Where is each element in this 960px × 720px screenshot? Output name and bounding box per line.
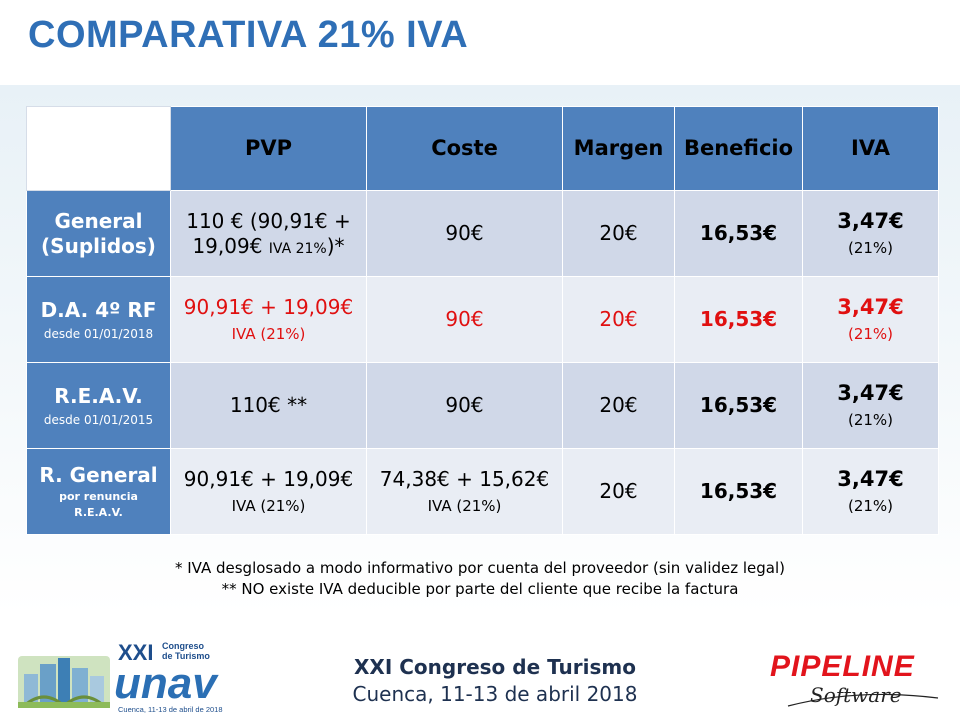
coste-line2: IVA (21%)	[427, 496, 502, 515]
cell-pvp: 110 € (90,91€ + 19,09€ IVA 21%)*	[170, 190, 367, 277]
cell-iva: 3,47€ (21%)	[802, 362, 939, 449]
cell-margen: 20€	[562, 362, 675, 449]
logo-caption: Cuenca, 11-13 de abril de 2018	[118, 705, 223, 714]
logo-pipeline-wordmark: PIPELINE	[770, 650, 915, 683]
row-label-da4rf: D.A. 4º RF desde 01/01/2018	[26, 276, 171, 363]
table-row: General (Suplidos) 110 € (90,91€ + 19,09…	[26, 190, 939, 277]
iva-amount: 3,47€	[837, 208, 904, 233]
coste-line1: 74,38€ + 15,62€	[379, 466, 550, 491]
unav-congress-logo: XXI Congreso de Turismo unav Cuenca, 11-…	[18, 640, 223, 714]
row-label-text: R. General	[39, 463, 158, 488]
pvp-line1: 90,91€ + 19,09€	[183, 294, 354, 319]
page-title: COMPARATIVA 21% IVA	[28, 14, 469, 56]
row-sublabel: desde 01/01/2015	[43, 412, 154, 427]
footnote-1: * IVA desglosado a modo informativo por …	[174, 559, 786, 577]
pvp-line2: IVA (21%)	[231, 324, 306, 343]
comparison-table: PVP Coste Margen Beneficio IVA General (…	[26, 106, 939, 535]
row-label-rgeneral: R. General por renuncia R.E.A.V.	[26, 448, 171, 535]
footer-line1: XXI Congreso de Turismo	[354, 655, 636, 679]
cell-iva: 3,47€ (21%)	[802, 190, 939, 277]
header-corner-cell	[26, 106, 171, 191]
iva-percent: (21%)	[847, 411, 894, 430]
pipeline-software-logo: PIPELINE Software	[770, 650, 939, 707]
table-header-row: PVP Coste Margen Beneficio IVA	[26, 106, 939, 191]
cell-pvp: 110€ **	[170, 362, 367, 449]
iva-percent: (21%)	[847, 239, 894, 258]
cell-coste: 90€	[366, 190, 563, 277]
cell-beneficio: 16,53€	[674, 448, 803, 535]
iva-percent: (21%)	[847, 497, 894, 516]
logo-congreso: Congreso	[162, 641, 205, 651]
cell-beneficio: 16,53€	[674, 276, 803, 363]
cell-margen: 20€	[562, 190, 675, 277]
logo-roman-numeral: XXI	[118, 640, 153, 665]
cell-iva: 3,47€ (21%)	[802, 276, 939, 363]
pvp-amount: 19,09€	[192, 233, 263, 258]
row-sublabel-line2: R.E.A.V.	[74, 506, 123, 519]
cell-margen: 20€	[562, 276, 675, 363]
pvp-line2: IVA (21%)	[231, 496, 306, 515]
pvp-line1: 110 € (90,91€ +	[186, 208, 351, 233]
iva-amount: 3,47€	[837, 294, 904, 319]
footnotes: * IVA desglosado a modo informativo por …	[0, 558, 960, 600]
cell-coste: 90€	[366, 362, 563, 449]
table-row: R. General por renuncia R.E.A.V. 90,91€ …	[26, 448, 939, 535]
cell-beneficio: 16,53€	[674, 362, 803, 449]
pvp-close: )*	[326, 233, 345, 258]
header-beneficio: Beneficio	[674, 106, 803, 191]
iva-percent: (21%)	[847, 325, 894, 344]
table-row: D.A. 4º RF desde 01/01/2018 90,91€ + 19,…	[26, 276, 939, 363]
row-label-line2: (Suplidos)	[41, 233, 156, 258]
cell-iva: 3,47€ (21%)	[802, 448, 939, 535]
cuenca-city-illustration	[18, 656, 110, 709]
header-coste: Coste	[366, 106, 563, 191]
cell-coste: 90€	[366, 276, 563, 363]
iva-amount: 3,47€	[837, 380, 904, 405]
pvp-line1: 90,91€ + 19,09€	[183, 466, 354, 491]
row-sublabel-line1: por renuncia	[59, 490, 138, 504]
footer-event-info: XXI Congreso de Turismo Cuenca, 11-13 de…	[300, 654, 690, 708]
row-label-reav: R.E.A.V. desde 01/01/2015	[26, 362, 171, 449]
iva-amount: 3,47€	[837, 466, 904, 491]
logo-de-turismo: de Turismo	[162, 651, 210, 661]
row-label-text: R.E.A.V.	[54, 383, 143, 408]
cell-pvp: 90,91€ + 19,09€ IVA (21%)	[170, 448, 367, 535]
cell-pvp: 90,91€ + 19,09€ IVA (21%)	[170, 276, 367, 363]
row-label-text: D.A. 4º RF	[40, 297, 157, 322]
pvp-iva-note: IVA 21%	[268, 240, 327, 257]
row-label-line1: General	[54, 208, 143, 233]
footnote-2: ** NO existe IVA deducible por parte del…	[221, 580, 739, 598]
header-pvp: PVP	[170, 106, 367, 191]
row-label-general: General (Suplidos)	[26, 190, 171, 277]
table-row: R.E.A.V. desde 01/01/2015 110€ ** 90€ 20…	[26, 362, 939, 449]
cell-margen: 20€	[562, 448, 675, 535]
header-iva: IVA	[802, 106, 939, 191]
header-margen: Margen	[562, 106, 675, 191]
logo-unav-wordmark: unav	[114, 659, 219, 708]
cell-beneficio: 16,53€	[674, 190, 803, 277]
row-sublabel: desde 01/01/2018	[43, 326, 154, 341]
cell-coste: 74,38€ + 15,62€ IVA (21%)	[366, 448, 563, 535]
footer-line2: Cuenca, 11-13 de abril 2018	[352, 682, 638, 706]
logo-swoosh	[787, 693, 939, 707]
